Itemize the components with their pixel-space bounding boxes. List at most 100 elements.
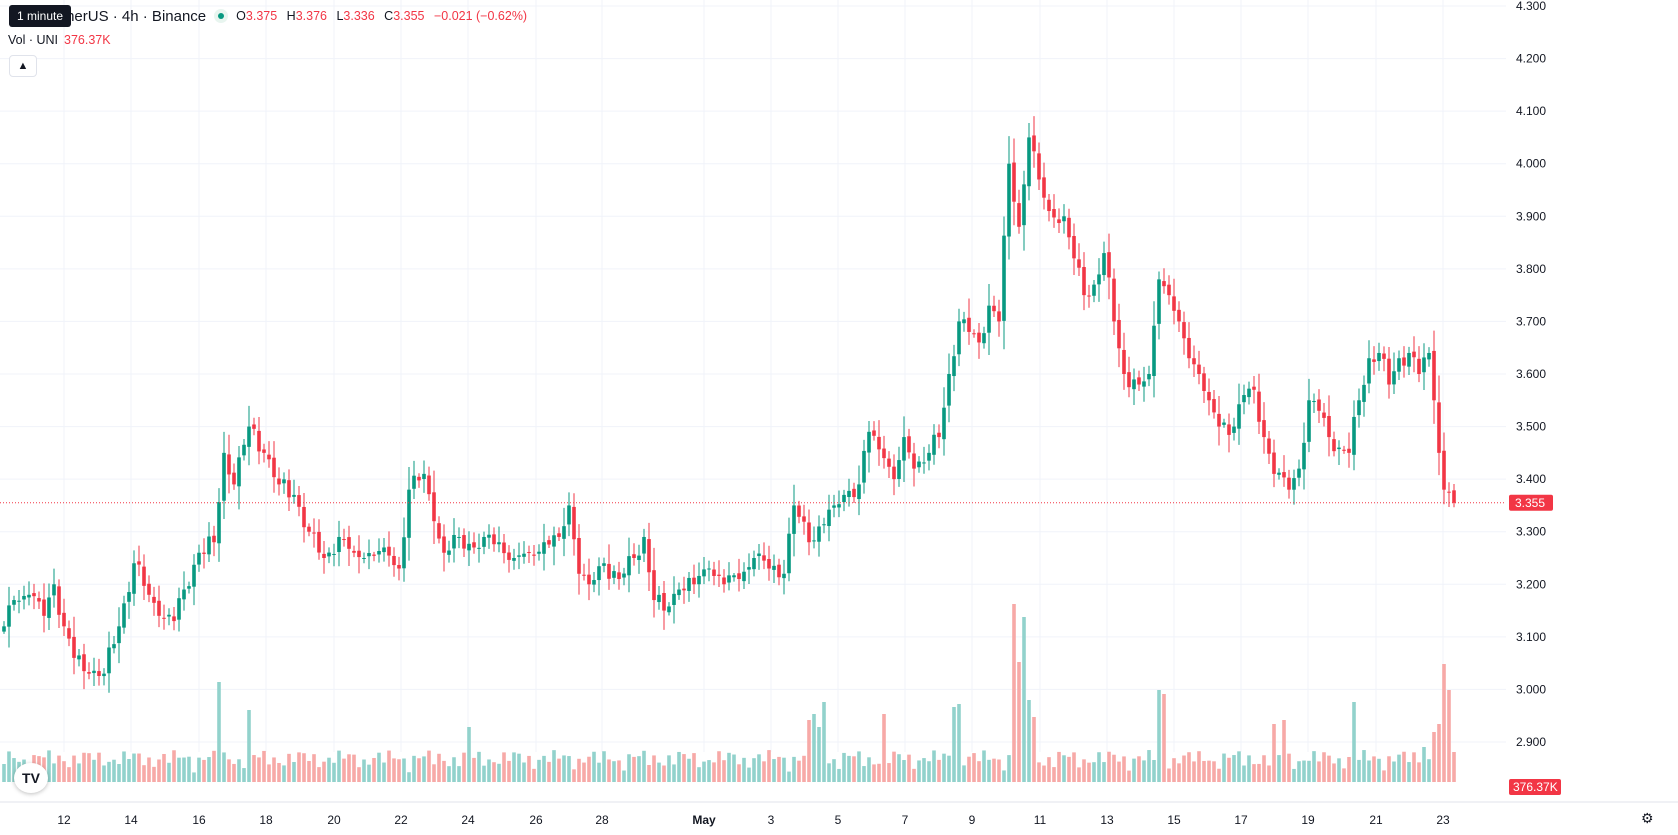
volume-bar — [957, 704, 961, 782]
volume-bar — [572, 769, 576, 782]
open-key: O — [236, 9, 246, 23]
candle-body — [227, 454, 231, 475]
volume-bar — [567, 756, 571, 782]
market-status-icon[interactable] — [214, 9, 229, 23]
candle-body — [1282, 472, 1286, 478]
candle-body — [1437, 402, 1441, 453]
volume-bar — [1002, 770, 1006, 782]
volume-bar — [417, 758, 421, 782]
candle-body — [1127, 372, 1131, 388]
volume-bar — [62, 761, 66, 782]
volume-bar — [972, 753, 976, 782]
price-axis[interactable]: 4.300 4.200 4.100 4.000 3.900 3.800 3.700 3.600… — [1516, 0, 1546, 749]
volume-bar — [662, 765, 666, 782]
candle-body — [1232, 426, 1236, 433]
volume-bar — [302, 753, 306, 782]
candle-body — [1157, 279, 1161, 324]
volume-bar — [917, 760, 921, 782]
candle-body — [1022, 184, 1026, 226]
candle-body — [1187, 337, 1191, 359]
volume-bar — [1342, 768, 1346, 782]
volume-bar — [122, 751, 126, 782]
volume-bar — [1062, 755, 1066, 782]
volume-bar — [1297, 761, 1301, 782]
volume-bar — [1397, 754, 1401, 782]
candle-body — [847, 490, 851, 498]
volume-bar — [877, 763, 881, 782]
volume-legend[interactable]: Vol · UNI 376.37K — [8, 33, 111, 47]
time-axis[interactable]: 12 14 16 18 20 22 24 26 28 May 3 5 7 9 11 13 15 17 19 21 23 — [57, 813, 1450, 827]
volume-bar — [922, 758, 926, 782]
candle-body — [117, 626, 121, 644]
volume-bar — [397, 759, 401, 782]
volume-bar — [752, 758, 756, 782]
volume-bar — [507, 760, 511, 782]
candle-body — [452, 534, 456, 549]
volume-bar — [272, 757, 276, 782]
candle-body — [287, 480, 291, 498]
candle-body — [862, 450, 866, 483]
candle-body — [977, 332, 981, 343]
volume-bar — [1047, 757, 1051, 782]
candle-body — [962, 319, 966, 324]
price-tick-label: 3.500 — [1516, 420, 1546, 434]
candle-body — [1407, 352, 1411, 367]
volume-bar — [1262, 755, 1266, 782]
volume-bar — [697, 767, 701, 782]
candle-body — [352, 550, 356, 553]
volume-bar — [1072, 752, 1076, 782]
candle-body — [802, 516, 806, 522]
candle-body — [1192, 358, 1196, 365]
volume-bar — [152, 766, 156, 782]
tradingview-logo[interactable]: TV — [14, 763, 48, 793]
candle-body — [1302, 442, 1306, 470]
candle-body — [617, 572, 621, 580]
candle-body — [972, 333, 976, 335]
volume-bar — [932, 750, 936, 782]
settings-button[interactable]: ⚙ — [1641, 810, 1654, 827]
volume-bar — [387, 750, 391, 782]
candle-body — [1032, 135, 1036, 152]
candle-body — [512, 558, 516, 561]
volume-bar — [767, 750, 771, 782]
candle-body — [32, 593, 36, 597]
candle-body — [702, 569, 706, 577]
volume-bar — [607, 759, 611, 782]
volume-bar — [1172, 758, 1176, 782]
volume-bar — [52, 763, 56, 782]
volume-bar — [1432, 732, 1436, 782]
candle-body — [222, 452, 226, 501]
candle-body — [1432, 350, 1436, 401]
candle-body — [507, 552, 511, 560]
volume-bar — [177, 757, 181, 782]
volume-bar — [477, 751, 481, 782]
candle-body — [817, 526, 821, 542]
volume-bar — [1427, 759, 1431, 782]
volume-bar — [107, 761, 111, 782]
volume-bar — [1182, 755, 1186, 782]
candle-body — [612, 571, 616, 578]
candle-body — [92, 670, 96, 674]
volume-bar — [497, 763, 501, 782]
candle-body — [987, 305, 991, 333]
volume-bar — [682, 754, 686, 782]
volume-bar — [742, 757, 746, 782]
candle-body — [337, 536, 341, 553]
candle-body — [1037, 153, 1041, 180]
candle-body — [457, 536, 461, 538]
candle-body — [1062, 216, 1066, 222]
volume-bar — [592, 751, 596, 782]
candle-body — [677, 589, 681, 596]
volume-bar — [237, 759, 241, 782]
candle-body — [1152, 325, 1156, 377]
volume-bar — [1367, 760, 1371, 782]
volume-bar — [1287, 753, 1291, 782]
candle-body — [1142, 381, 1146, 387]
candle-body — [897, 460, 901, 479]
volume-bar — [672, 764, 676, 782]
candle-body — [1092, 284, 1096, 296]
volume-bar — [487, 759, 491, 782]
collapse-legend-button[interactable]: ▲ — [9, 55, 37, 77]
volume-bar — [207, 757, 211, 782]
